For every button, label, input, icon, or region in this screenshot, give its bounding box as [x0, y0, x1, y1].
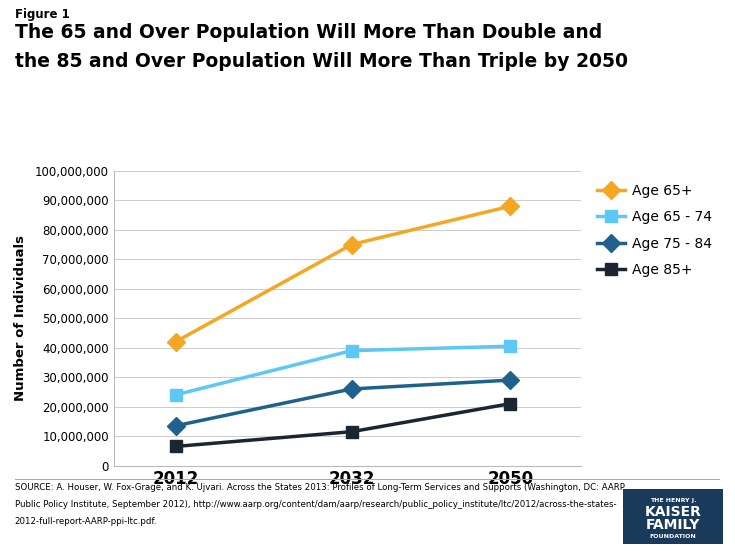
- Age 65+: [171, 338, 180, 345]
- Age 65+: [347, 241, 356, 248]
- Text: the 85 and Over Population Will More Than Triple by 2050: the 85 and Over Population Will More Tha…: [15, 52, 628, 71]
- Line: Age 65+: Age 65+: [169, 200, 517, 348]
- Age 75 - 84: [171, 423, 180, 429]
- Line: Age 65 - 74: Age 65 - 74: [169, 340, 517, 401]
- Legend: Age 65+, Age 65 - 74, Age 75 - 84, Age 85+: Age 65+, Age 65 - 74, Age 75 - 84, Age 8…: [597, 183, 711, 277]
- Text: SOURCE: A. Houser, W. Fox-Grage, and K. Ujvari. Across the States 2013: Profiles: SOURCE: A. Houser, W. Fox-Grage, and K. …: [15, 483, 625, 491]
- Age 85+: [506, 401, 514, 407]
- Text: Public Policy Institute, September 2012), http://www.aarp.org/content/dam/aarp/r: Public Policy Institute, September 2012)…: [15, 500, 617, 509]
- Age 75 - 84: [506, 377, 514, 383]
- Text: KAISER: KAISER: [645, 505, 701, 520]
- Age 85+: [347, 428, 356, 435]
- Text: 2012-full-report-AARP-ppi-ltc.pdf.: 2012-full-report-AARP-ppi-ltc.pdf.: [15, 517, 157, 526]
- Text: The 65 and Over Population Will More Than Double and: The 65 and Over Population Will More Tha…: [15, 23, 602, 42]
- Age 65+: [506, 203, 514, 209]
- Y-axis label: Number of Individuals: Number of Individuals: [14, 235, 26, 401]
- Text: FAMILY: FAMILY: [646, 517, 700, 532]
- Age 65 - 74: [171, 392, 180, 398]
- Text: FOUNDATION: FOUNDATION: [650, 534, 696, 539]
- Line: Age 75 - 84: Age 75 - 84: [169, 374, 517, 432]
- Text: Figure 1: Figure 1: [15, 8, 69, 21]
- Age 85+: [171, 443, 180, 450]
- Age 75 - 84: [347, 386, 356, 392]
- Age 65 - 74: [347, 347, 356, 354]
- Age 65 - 74: [506, 343, 514, 349]
- Line: Age 85+: Age 85+: [169, 397, 517, 453]
- Text: THE HENRY J.: THE HENRY J.: [650, 498, 696, 503]
